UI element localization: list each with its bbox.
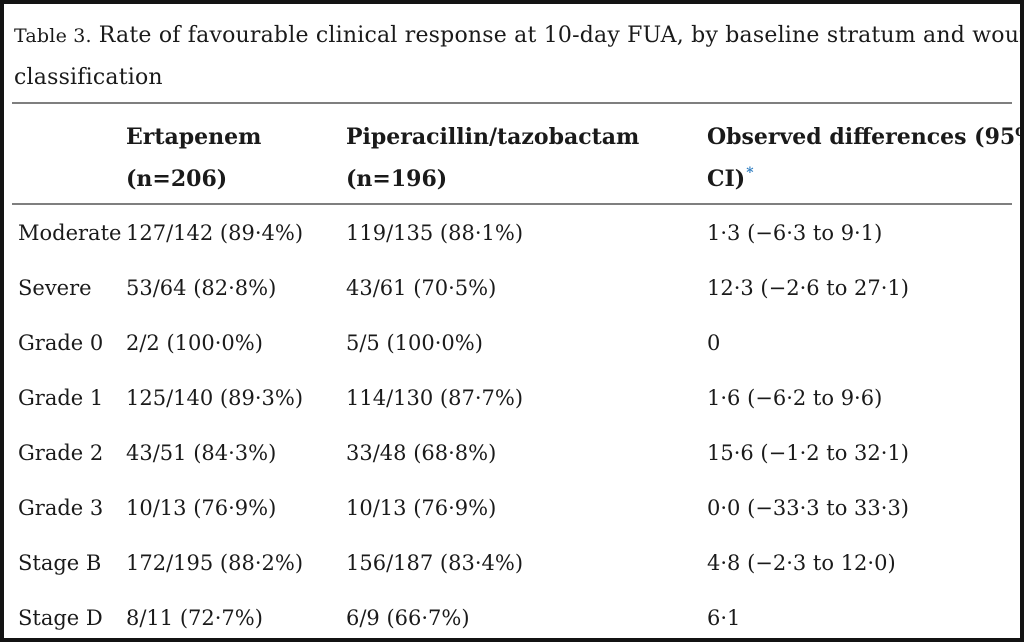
table-row: Grade 0 2/2 (100·0%) 5/5 (100·0%) 0 xyxy=(12,315,1012,370)
table-row: Stage D 8/11 (72·7%) 6/9 (66·7%) 6·1 xyxy=(12,590,1012,638)
header-row: Ertapenem (n=206) Piperacillin/tazobacta… xyxy=(12,102,1020,205)
cell-pip-tazo: 43/61 (70·5%) xyxy=(346,275,497,300)
table-row: Grade 3 10/13 (76·9%) 10/13 (76·9%) 0·0 … xyxy=(12,480,1012,535)
cell-ertapenem: 43/51 (84·3%) xyxy=(126,440,277,465)
cell-pip-tazo: 33/48 (68·8%) xyxy=(346,440,497,465)
cell-difference: 0·0 (−33·3 to 33·3) xyxy=(707,495,910,520)
cell-pip-tazo: 10/13 (76·9%) xyxy=(346,495,497,520)
table-number-label: Table 3. xyxy=(14,25,92,47)
column-header-differences: Observed differences (95% CI)* xyxy=(707,102,1020,205)
table-row: Grade 2 43/51 (84·3%) 33/48 (68·8%) 15·6… xyxy=(12,425,1012,480)
column-header-ci-text: CI) xyxy=(707,166,746,192)
table-row: Moderate 127/142 (89·4%) 119/135 (88·1%)… xyxy=(12,204,1012,260)
clinical-response-table: Ertapenem (n=206) Piperacillin/tazobacta… xyxy=(12,102,1020,638)
table-row: Severe 53/64 (82·8%) 43/61 (70·5%) 12·3 … xyxy=(12,260,1012,315)
cell-ertapenem: 8/11 (72·7%) xyxy=(126,605,263,630)
cell-ertapenem: 10/13 (76·9%) xyxy=(126,495,277,520)
cell-difference: 1·3 (−6·3 to 9·1) xyxy=(707,220,883,245)
column-header-stratum xyxy=(12,102,126,205)
table-row: Stage B 172/195 (88·2%) 156/187 (83·4%) … xyxy=(12,535,1012,590)
cell-pip-tazo: 5/5 (100·0%) xyxy=(346,330,483,355)
column-header-pip-tazo: Piperacillin/tazobactam (n=196) xyxy=(346,102,707,205)
cell-pip-tazo: 6/9 (66·7%) xyxy=(346,605,470,630)
row-label: Grade 0 xyxy=(18,330,104,355)
cell-difference: 0 xyxy=(707,330,721,355)
cell-pip-tazo: 156/187 (83·4%) xyxy=(346,550,524,575)
cell-difference: 1·6 (−6·2 to 9·6) xyxy=(707,385,883,410)
row-label: Grade 1 xyxy=(18,385,104,410)
row-label: Severe xyxy=(18,275,92,300)
table-title-line2: classification xyxy=(14,65,163,90)
cell-difference: 4·8 (−2·3 to 12·0) xyxy=(707,550,896,575)
row-label: Grade 3 xyxy=(18,495,104,520)
row-label: Moderate xyxy=(18,220,122,245)
row-label: Stage B xyxy=(18,550,102,575)
column-header-ertapenem: Ertapenem (n=206) xyxy=(126,102,346,205)
cell-pip-tazo: 114/130 (87·7%) xyxy=(346,385,524,410)
cell-ertapenem: 2/2 (100·0%) xyxy=(126,330,263,355)
cell-ertapenem: 125/140 (89·3%) xyxy=(126,385,304,410)
cell-difference: 12·3 (−2·6 to 27·1) xyxy=(707,275,910,300)
cell-ertapenem: 53/64 (82·8%) xyxy=(126,275,277,300)
table-title-text: Rate of favourable clinical response at … xyxy=(98,23,1024,48)
row-label: Grade 2 xyxy=(18,440,104,465)
cell-ertapenem: 172/195 (88·2%) xyxy=(126,550,304,575)
cell-ertapenem: 127/142 (89·4%) xyxy=(126,220,304,245)
cell-difference: 15·6 (−1·2 to 32·1) xyxy=(707,440,910,465)
row-label: Stage D xyxy=(18,605,103,630)
cell-difference: 6·1 xyxy=(707,605,741,630)
table-title-line1: Table 3. Rate of favourable clinical resp… xyxy=(14,15,1020,57)
table-title: Table 3. Rate of favourable clinical resp… xyxy=(4,4,1020,102)
footnote-asterisk-link[interactable]: * xyxy=(746,165,754,181)
table-row: Grade 1 125/140 (89·3%) 114/130 (87·7%) … xyxy=(12,370,1012,425)
cell-pip-tazo: 119/135 (88·1%) xyxy=(346,220,524,245)
